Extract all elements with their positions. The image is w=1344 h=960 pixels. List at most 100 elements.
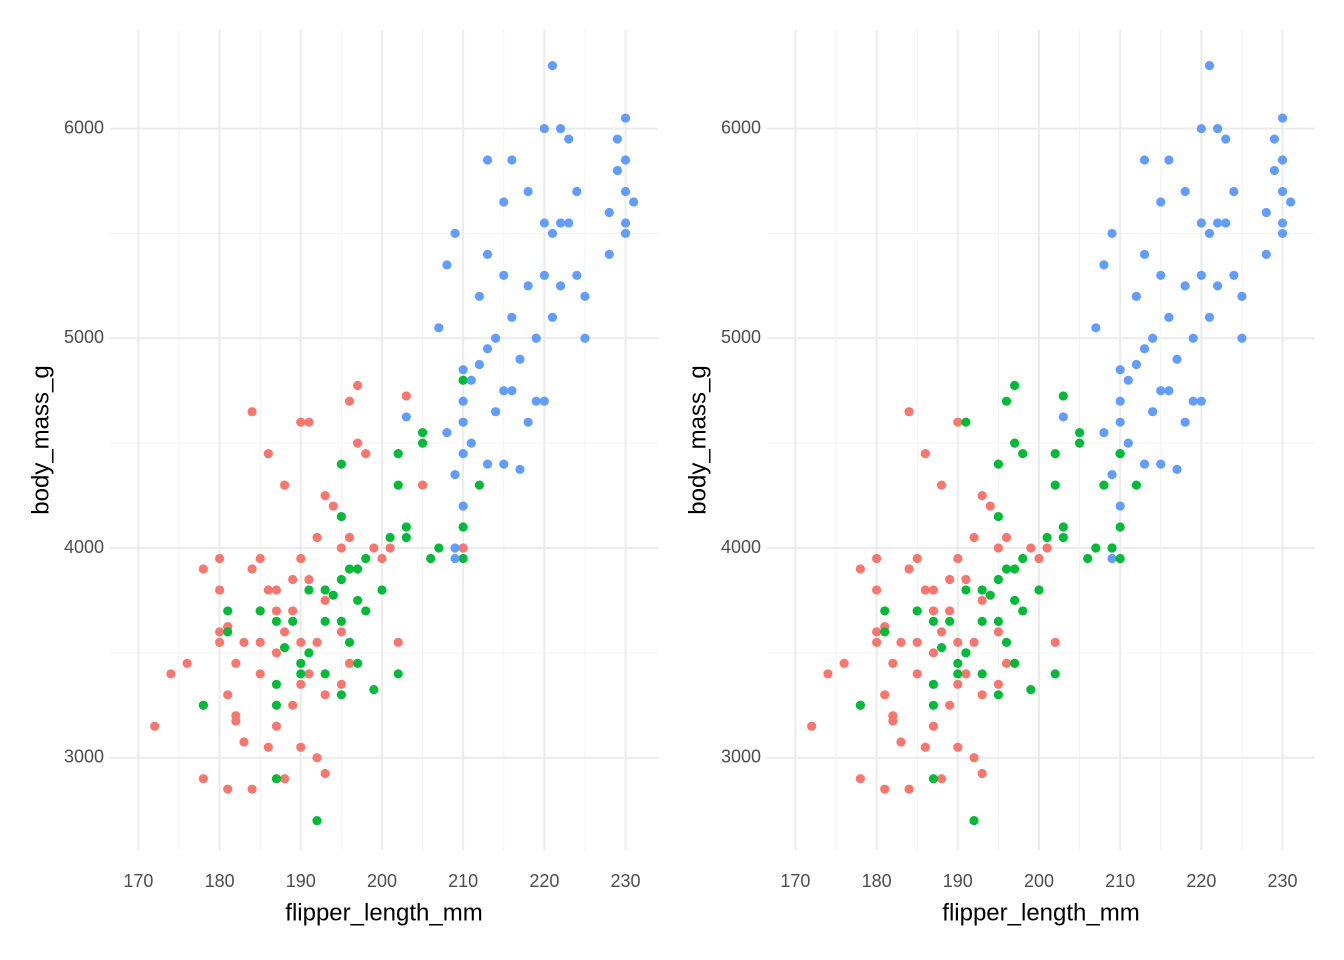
point — [458, 417, 468, 427]
point — [912, 637, 922, 647]
point — [320, 690, 330, 700]
point — [1286, 197, 1296, 207]
point — [880, 627, 890, 637]
y-axis-label: body_mass_g — [27, 365, 54, 514]
point — [377, 553, 387, 564]
point — [442, 260, 452, 270]
point — [393, 480, 403, 490]
point — [912, 606, 922, 616]
point — [1058, 412, 1068, 422]
point — [1123, 375, 1133, 385]
x-axis-label: flipper_length_mm — [285, 899, 482, 926]
point — [255, 553, 265, 564]
point — [977, 690, 987, 700]
point — [336, 459, 346, 469]
point — [1026, 684, 1036, 695]
point — [564, 218, 574, 228]
point — [1196, 218, 1206, 228]
point — [977, 669, 987, 679]
point — [1001, 658, 1012, 668]
point — [239, 637, 249, 647]
point — [839, 658, 849, 668]
point — [872, 637, 882, 647]
point — [912, 669, 922, 679]
point — [1229, 186, 1239, 197]
point — [1212, 123, 1223, 134]
point — [361, 553, 371, 564]
point — [150, 721, 160, 731]
point — [928, 774, 939, 784]
point — [288, 574, 298, 585]
point — [336, 627, 346, 637]
point — [1139, 155, 1150, 165]
point — [880, 784, 890, 794]
point — [523, 186, 533, 197]
point — [880, 606, 890, 616]
point — [515, 354, 525, 364]
point — [1148, 407, 1158, 417]
point — [1204, 228, 1215, 239]
point — [953, 669, 963, 679]
point — [993, 511, 1003, 522]
point — [1261, 249, 1271, 259]
point — [344, 532, 355, 543]
point — [920, 449, 930, 459]
point — [271, 585, 282, 595]
point — [928, 721, 939, 731]
point — [539, 270, 549, 280]
point — [961, 669, 971, 679]
point — [328, 590, 338, 600]
point — [458, 522, 468, 532]
point — [417, 438, 428, 448]
point — [896, 637, 906, 647]
point — [1010, 595, 1020, 606]
point — [928, 606, 939, 616]
point — [823, 669, 833, 679]
point — [620, 228, 631, 239]
point — [1156, 386, 1166, 396]
point — [928, 616, 939, 627]
point — [912, 553, 922, 564]
point — [872, 585, 882, 595]
point — [604, 249, 614, 259]
point — [263, 742, 273, 752]
point — [1010, 438, 1020, 448]
point — [945, 616, 955, 627]
point — [247, 564, 257, 574]
point — [344, 396, 355, 406]
point — [945, 574, 955, 585]
point — [458, 396, 468, 406]
point — [1050, 449, 1060, 459]
point — [539, 218, 549, 228]
point — [271, 648, 282, 658]
point — [482, 459, 493, 469]
point — [320, 616, 330, 627]
point — [928, 700, 939, 710]
point — [1261, 207, 1271, 218]
point — [507, 386, 517, 396]
point — [1269, 134, 1280, 144]
point — [336, 543, 346, 553]
point — [491, 407, 501, 417]
point — [993, 616, 1003, 627]
point — [1018, 449, 1028, 459]
point — [620, 155, 631, 165]
point — [450, 543, 460, 553]
point — [1034, 553, 1044, 564]
x-tick-label: 220 — [529, 871, 559, 891]
point — [458, 375, 468, 385]
x-tick-label: 190 — [943, 871, 973, 891]
point — [1123, 438, 1133, 448]
point — [993, 543, 1003, 553]
point — [969, 637, 979, 647]
y-tick-label: 5000 — [721, 327, 761, 347]
point — [296, 417, 306, 427]
x-axis-label: flipper_length_mm — [942, 899, 1139, 926]
point — [961, 417, 971, 427]
point — [320, 585, 330, 595]
point — [920, 585, 930, 595]
point — [1083, 553, 1093, 564]
point — [920, 742, 930, 752]
point — [474, 359, 484, 370]
point — [993, 627, 1003, 637]
